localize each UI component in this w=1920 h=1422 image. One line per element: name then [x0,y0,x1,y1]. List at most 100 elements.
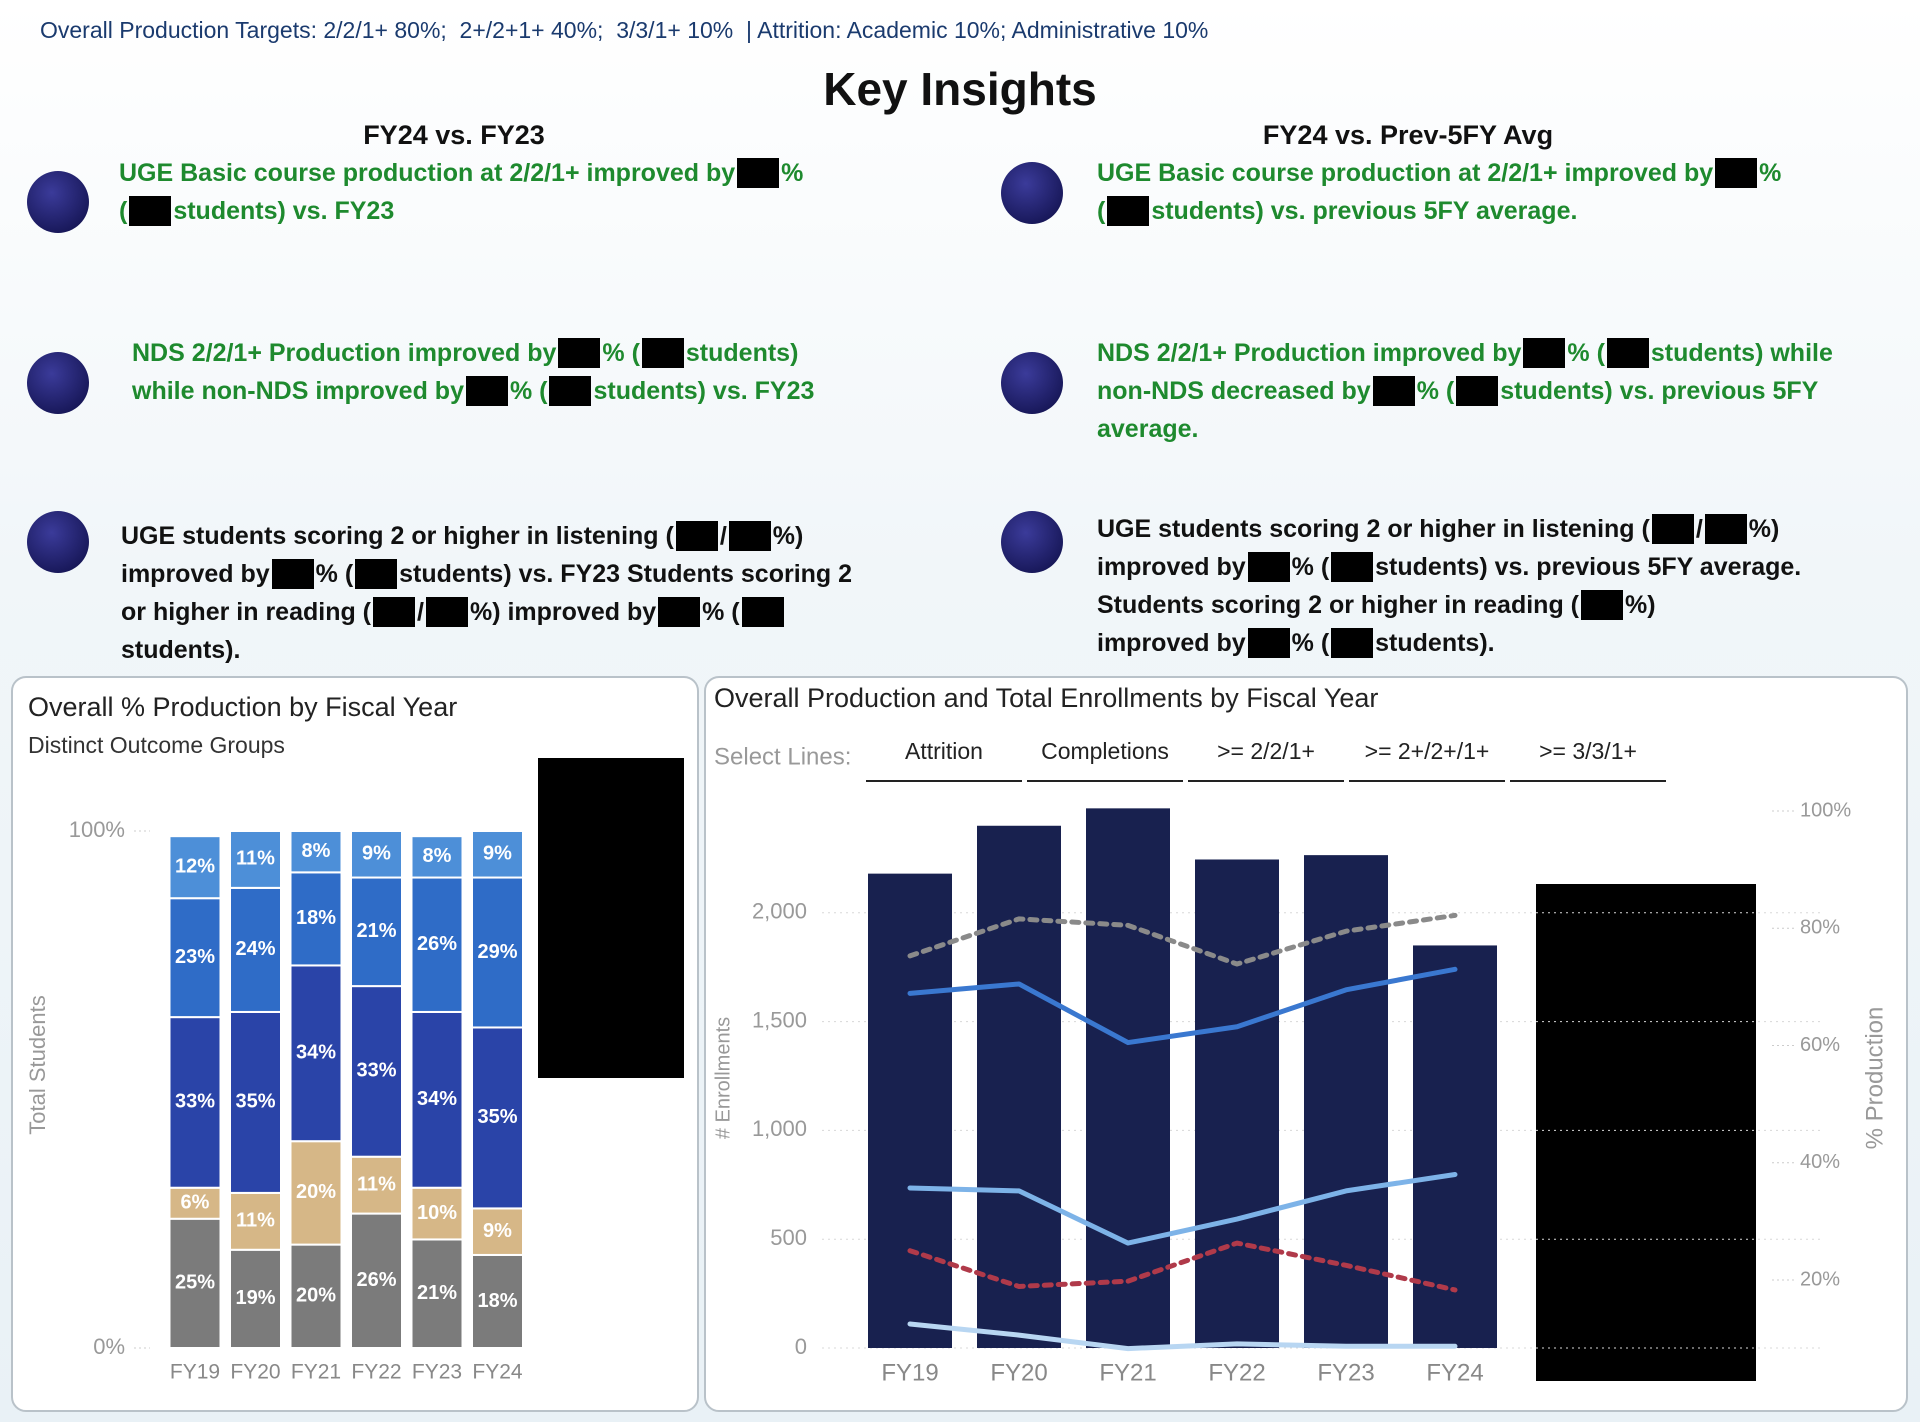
bar-segment [350,876,403,988]
bullet [1001,162,1063,224]
insight-line: improved by % (students) vs. previous 5FY… [1097,550,1801,584]
bar [1086,808,1170,1348]
insight-line: UGE Basic course production at 2/2/1+ im… [1097,156,1781,190]
data-label: 18% [296,907,336,929]
data-label: 21% [417,1282,457,1304]
insight-text: %) improved by [469,597,657,626]
data-label: 35% [477,1106,517,1128]
x-tick-label: FY24 [1426,1359,1483,1386]
redaction [1606,338,1649,368]
insight-line: UGE Basic course production at 2/2/1+ im… [119,156,803,190]
insight-text: students). [1375,628,1495,657]
line-toggle[interactable]: Completions [1041,738,1169,764]
insight-line: or higher in reading (/ %) improved by % ( [121,595,786,629]
line-toggle[interactable]: >= 3/3/1+ [1539,738,1637,764]
bar-segment [471,1026,524,1210]
redaction [737,158,780,188]
data-label: 33% [356,1060,396,1082]
insight-text: Students scoring 2 or higher in reading … [1097,590,1579,619]
insight-text: / [719,521,727,550]
data-label: 26% [356,1269,396,1291]
redaction [641,338,684,368]
data-label: 35% [235,1091,275,1113]
insight-line: non-NDS decreased by % (students) vs. pre… [1097,374,1818,408]
redaction [1536,884,1756,1381]
bar-segment [168,1217,222,1349]
x-tick-label: FY21 [1099,1359,1156,1386]
insight-line: NDS 2/2/1+ Production improved by % (stud… [132,336,798,370]
insight-line: improved by % (students) vs. FY23 Student… [121,557,852,591]
bullet [1001,352,1063,414]
redaction [1107,196,1150,226]
insight-text: NDS 2/2/1+ Production improved by [132,338,557,367]
redaction [1523,338,1566,368]
data-label: 20% [296,1181,336,1203]
redaction [1704,514,1747,544]
insight-text: % [781,158,804,187]
y-axis-label: # Enrollments [712,1017,734,1139]
x-tick-label: FY19 [170,1361,220,1384]
insight-text: NDS 2/2/1+ Production improved by [1097,338,1522,367]
line-toggle[interactable]: Attrition [905,738,983,764]
chart-subtitle: Distinct Outcome Groups [28,732,285,758]
y-tick-label: 100% [69,817,125,842]
data-label: 19% [235,1287,275,1309]
x-tick-label: FY20 [990,1359,1047,1386]
redaction [558,338,601,368]
data-label: 23% [175,946,215,968]
insight-line: (students) vs. previous 5FY average. [1097,194,1577,228]
insight-text: % ( [702,597,740,626]
insight-text: % ( [1567,338,1605,367]
redaction [675,521,718,551]
redaction [1651,514,1694,544]
bullet [1001,511,1063,573]
x-tick-label: FY22 [351,1361,401,1384]
redaction [1372,376,1415,406]
y-tick-label: 0% [93,1334,125,1359]
insight-line: UGE students scoring 2 or higher in list… [1097,512,1779,546]
x-tick-label: FY22 [1208,1359,1265,1386]
y-tick-label: 0 [795,1334,807,1359]
bar [1413,945,1497,1348]
data-label: 34% [417,1088,457,1110]
insight-line: NDS 2/2/1+ Production improved by % (stud… [1097,336,1833,370]
x-tick-label: FY23 [1317,1359,1374,1386]
bar-segment [289,830,343,874]
chart-title: Overall Production and Total Enrollments… [714,683,1378,713]
insight-text: average. [1097,414,1199,443]
bullet [27,511,89,573]
bar-segment [410,1010,464,1189]
insight-text: improved by [121,559,270,588]
redaction [1715,158,1758,188]
y-axis-label: Total Students [25,995,50,1134]
redaction [355,559,398,589]
column-heading: FY24 vs. FY23 [363,120,545,150]
line-series [907,1171,1458,1246]
data-label: 11% [236,1210,275,1232]
line-toggle[interactable]: >= 2/2/1+ [1217,738,1315,764]
insight-line: Students scoring 2 or higher in reading … [1097,588,1656,622]
bar [1195,859,1279,1348]
data-label: 24% [235,938,275,960]
insight-line: improved by % (students). [1097,626,1495,660]
line-series [907,912,1458,967]
line-series [907,1240,1458,1293]
insight-text: % ( [1291,628,1330,657]
line-toggle[interactable]: >= 2+/2+/1+ [1365,738,1490,764]
bar-segment [410,835,464,879]
column-heading: FY24 vs. Prev-5FY Avg [1262,120,1554,150]
redaction [538,758,684,1078]
line-series [907,966,1458,1046]
insight-text: % ( [509,376,548,405]
bar-segment [289,964,343,1143]
bar-segment [168,1186,222,1220]
redaction [728,521,771,551]
bar-segment [229,1248,282,1350]
data-label: 11% [357,1173,396,1195]
redaction [373,597,416,627]
redaction [129,196,172,226]
data-label: 10% [417,1202,457,1224]
bar-segment [471,1253,524,1349]
